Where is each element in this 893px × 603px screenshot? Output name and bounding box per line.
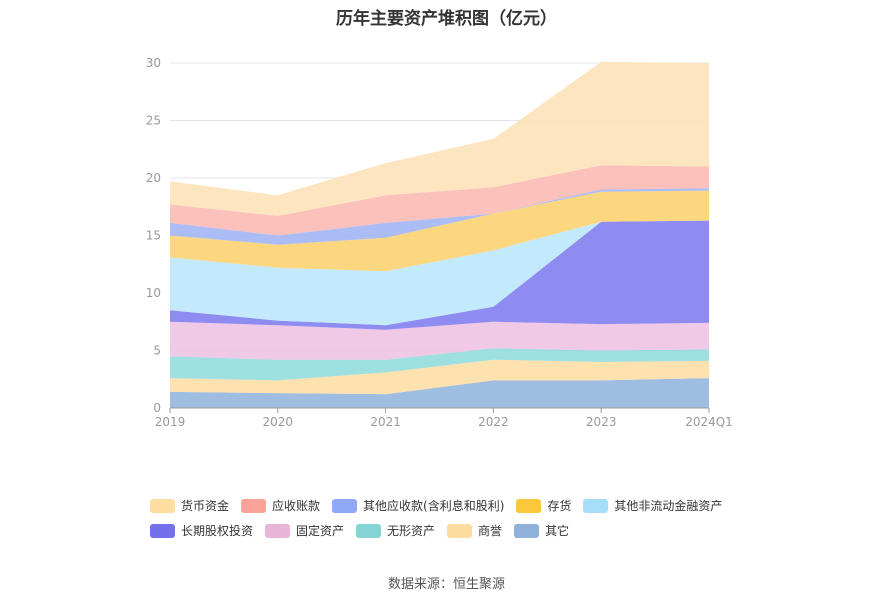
legend-item[interactable]: 长期股权投资 xyxy=(150,522,253,539)
legend-label: 存货 xyxy=(547,499,572,513)
legend-item[interactable]: 存货 xyxy=(516,497,571,514)
area-series-8 xyxy=(170,165,709,236)
legend-item[interactable]: 其它 xyxy=(514,522,569,539)
area-series-6 xyxy=(170,190,709,272)
legend-item[interactable]: 商誉 xyxy=(447,522,502,539)
data-source-note: 数据来源：恒生聚源 xyxy=(387,577,505,592)
legend-item[interactable]: 无形资产 xyxy=(356,522,435,539)
legend-swatch xyxy=(150,523,175,538)
legend-label: 无形资产 xyxy=(387,524,436,538)
area-series-4 xyxy=(170,220,709,330)
legend-swatch xyxy=(265,523,291,538)
axes: 0 5 10 15 20 25 30 2019 2020 2021 2022 2023 2024Q1 xyxy=(146,56,733,429)
legend-label: 商誉 xyxy=(478,524,503,538)
area-series-0 xyxy=(170,378,709,408)
x-tick-label: 2019 xyxy=(155,415,186,429)
legend-swatch xyxy=(332,498,358,513)
area-series-5 xyxy=(170,220,709,326)
area-series-3 xyxy=(170,321,709,360)
y-tick-label: 10 xyxy=(146,286,161,300)
area-series-9 xyxy=(170,61,709,216)
legend-swatch xyxy=(150,498,175,513)
legend-swatch xyxy=(516,498,542,513)
area-series-2 xyxy=(170,348,709,381)
y-tick-label: 15 xyxy=(146,229,161,243)
area-series-7 xyxy=(170,188,709,245)
legend-label: 应收账款 xyxy=(272,499,321,513)
legend-label: 固定资产 xyxy=(296,524,345,538)
area-series-1 xyxy=(170,359,709,395)
y-tick-label: 0 xyxy=(153,401,161,415)
y-tick-label: 5 xyxy=(153,344,161,358)
x-tick-label: 2020 xyxy=(263,415,294,429)
legend-label: 其它 xyxy=(545,524,570,538)
legend-swatch xyxy=(241,498,267,513)
x-tick-label: 2021 xyxy=(370,415,401,429)
y-tick-label: 25 xyxy=(146,114,161,128)
legend-item[interactable]: 应收账款 xyxy=(241,497,320,514)
x-tick-label: 2024Q1 xyxy=(685,415,733,429)
legend: 货币资金 应收账款 其他应收款(含利息和股利) 存货 其他非流动金融资产长期股权投资 固定… xyxy=(150,493,790,543)
legend-item[interactable]: 其他应收款(含利息和股利) xyxy=(332,497,504,514)
chart-title: 历年主要资产堆积图（亿元） xyxy=(336,9,557,29)
legend-swatch xyxy=(447,523,473,538)
legend-label: 长期股权投资 xyxy=(181,524,254,538)
legend-item[interactable]: 固定资产 xyxy=(265,522,344,539)
legend-label: 货币资金 xyxy=(181,499,230,513)
legend-label: 其他应收款(含利息和股利) xyxy=(363,499,505,513)
legend-item[interactable]: 货币资金 xyxy=(150,497,229,514)
legend-swatch xyxy=(514,523,540,538)
legend-item[interactable]: 其他非流动金融资产 xyxy=(583,497,722,514)
legend-label: 其他非流动金融资产 xyxy=(614,499,723,513)
legend-row: 长期股权投资 固定资产 无形资产 商誉 其它 xyxy=(150,518,790,543)
legend-swatch xyxy=(356,523,382,538)
y-tick-label: 30 xyxy=(146,56,161,70)
legend-swatch xyxy=(583,498,609,513)
legend-row: 货币资金 应收账款 其他应收款(含利息和股利) 存货 其他非流动金融资产 xyxy=(150,493,790,518)
y-tick-label: 20 xyxy=(146,171,161,185)
x-tick-label: 2022 xyxy=(478,415,509,429)
x-tick-label: 2023 xyxy=(586,415,617,429)
area-series xyxy=(170,61,709,408)
